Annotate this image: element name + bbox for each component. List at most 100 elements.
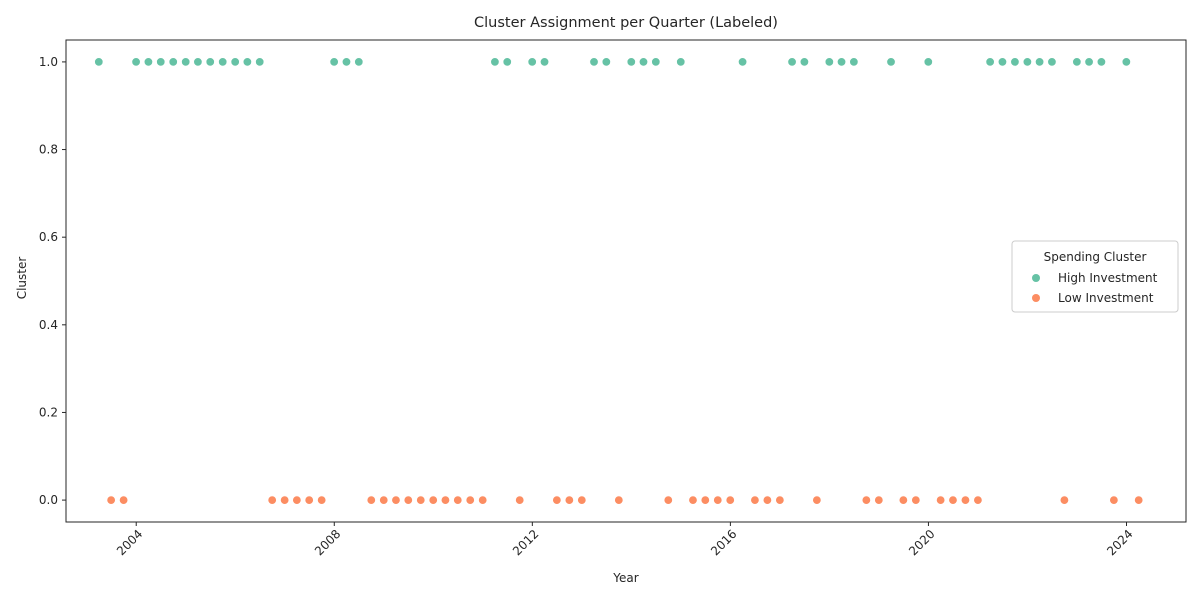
point-high-15	[490, 57, 500, 67]
point-low-6	[317, 495, 327, 505]
point-low-3	[280, 495, 290, 505]
point-high-26	[787, 57, 797, 67]
point-high-39	[1072, 57, 1082, 67]
point-low-0	[106, 495, 116, 505]
y-axis: 0.0 0.2 0.4 0.6 0.8 1.0	[39, 55, 66, 507]
legend-title: Spending Cluster	[1044, 250, 1147, 264]
point-high-40	[1084, 57, 1094, 67]
point-low-18	[552, 495, 562, 505]
point-low-11	[416, 495, 426, 505]
point-high-28	[824, 57, 834, 67]
point-low-41	[1134, 495, 1144, 505]
point-low-15	[465, 495, 475, 505]
legend-label-low-investment: Low Investment	[1058, 291, 1154, 305]
series-high-investment	[94, 57, 1131, 67]
point-low-29	[775, 495, 785, 505]
y-tick-label-0.4: 0.4	[39, 318, 58, 332]
point-high-0	[94, 57, 104, 67]
point-high-9	[230, 57, 240, 67]
point-low-24	[700, 495, 710, 505]
legend-label-high-investment: High Investment	[1058, 271, 1158, 285]
point-low-38	[973, 495, 983, 505]
point-low-26	[725, 495, 735, 505]
point-low-1	[119, 495, 129, 505]
point-high-23	[651, 57, 661, 67]
point-high-3	[156, 57, 166, 67]
point-high-12	[329, 57, 339, 67]
point-low-39	[1059, 495, 1069, 505]
point-high-27	[799, 57, 809, 67]
point-low-5	[304, 495, 314, 505]
point-high-5	[181, 57, 191, 67]
x-axis-label: Year	[612, 571, 638, 585]
point-low-36	[948, 495, 958, 505]
point-low-34	[911, 495, 921, 505]
point-high-32	[923, 57, 933, 67]
y-tick-label-0.6: 0.6	[39, 230, 58, 244]
y-tick-label-0.8: 0.8	[39, 143, 58, 157]
point-high-13	[341, 57, 351, 67]
y-axis-label: Cluster	[15, 257, 29, 300]
point-low-33	[898, 495, 908, 505]
legend-frame	[1011, 240, 1179, 313]
point-low-22	[663, 495, 673, 505]
y-tick-label-1.0: 1.0	[39, 55, 58, 69]
point-low-25	[713, 495, 723, 505]
point-high-37	[1035, 57, 1045, 67]
point-low-14	[453, 495, 463, 505]
point-high-33	[985, 57, 995, 67]
point-high-17	[527, 57, 537, 67]
point-high-30	[849, 57, 859, 67]
point-low-9	[391, 495, 401, 505]
y-tick-label-0.2: 0.2	[39, 405, 58, 419]
point-high-10	[242, 57, 252, 67]
point-high-1	[131, 57, 141, 67]
point-high-7	[205, 57, 215, 67]
point-low-35	[936, 495, 946, 505]
point-low-21	[614, 495, 624, 505]
point-high-21	[626, 57, 636, 67]
point-high-24	[676, 57, 686, 67]
point-high-35	[1010, 57, 1020, 67]
point-high-20	[601, 57, 611, 67]
point-high-29	[837, 57, 847, 67]
point-low-12	[428, 495, 438, 505]
point-high-11	[255, 57, 265, 67]
point-high-34	[997, 57, 1007, 67]
point-low-2	[267, 495, 277, 505]
point-high-31	[886, 57, 896, 67]
point-high-38	[1047, 57, 1057, 67]
y-tick-label-0.0: 0.0	[39, 493, 58, 507]
legend-marker-low-investment	[1032, 294, 1040, 302]
point-low-19	[564, 495, 574, 505]
point-high-6	[193, 57, 203, 67]
point-low-20	[577, 495, 587, 505]
point-high-4	[168, 57, 178, 67]
point-high-14	[354, 57, 364, 67]
data-points	[94, 57, 1144, 505]
point-high-25	[738, 57, 748, 67]
chart-title: Cluster Assignment per Quarter (Labeled)	[474, 15, 778, 31]
plot-area	[65, 39, 1187, 523]
point-high-8	[218, 57, 228, 67]
point-high-22	[638, 57, 648, 67]
legend: Spending Cluster High Investment Low Inv…	[1011, 240, 1179, 313]
point-low-23	[688, 495, 698, 505]
point-low-28	[762, 495, 772, 505]
series-low-investment	[106, 495, 1144, 505]
point-low-8	[379, 495, 389, 505]
point-low-13	[440, 495, 450, 505]
point-low-10	[403, 495, 413, 505]
point-high-42	[1121, 57, 1131, 67]
point-low-7	[366, 495, 376, 505]
point-high-16	[502, 57, 512, 67]
point-low-27	[750, 495, 760, 505]
plot-frame	[65, 39, 1187, 523]
point-high-41	[1096, 57, 1106, 67]
point-low-4	[292, 495, 302, 505]
point-high-18	[540, 57, 550, 67]
point-low-31	[861, 495, 871, 505]
point-high-2	[143, 57, 153, 67]
